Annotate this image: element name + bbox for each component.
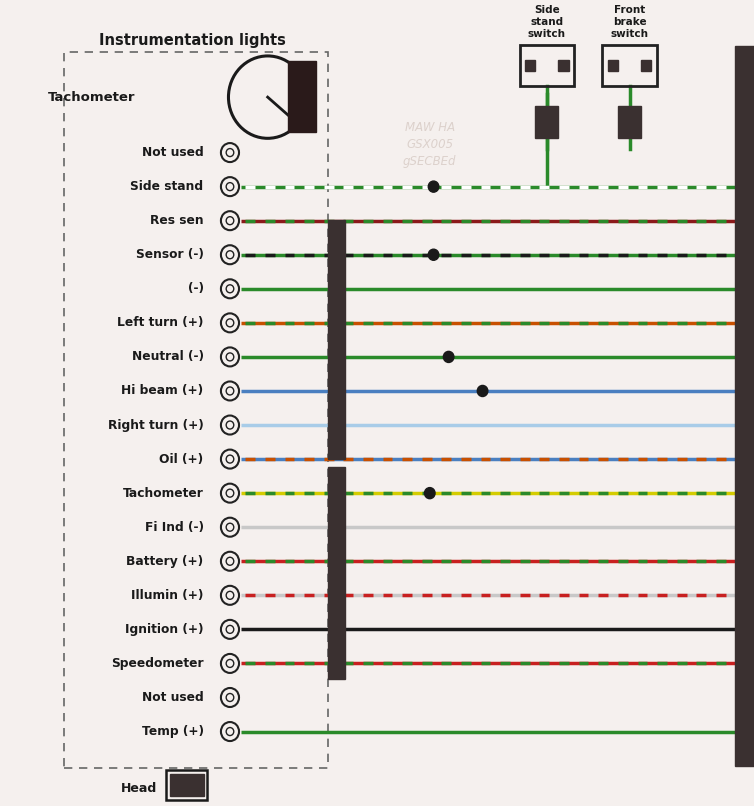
Text: Oil (+): Oil (+)	[159, 453, 204, 466]
Text: Left turn (+): Left turn (+)	[117, 317, 204, 330]
Text: MAW HA
GSX005
gSECBEd: MAW HA GSX005 gSECBEd	[403, 121, 456, 168]
Bar	[641, 60, 651, 71]
Bar	[618, 106, 641, 138]
Text: Not used: Not used	[142, 691, 204, 704]
Text: Speedometer: Speedometer	[111, 657, 204, 670]
Text: Side
stand
switch: Side stand switch	[528, 6, 566, 39]
Bar	[535, 106, 558, 138]
Circle shape	[477, 385, 488, 397]
Text: (-): (-)	[188, 282, 204, 295]
Text: Illumin (+): Illumin (+)	[131, 589, 204, 602]
Text: Res sen: Res sen	[150, 214, 204, 227]
Bar	[288, 61, 316, 132]
Bar	[328, 467, 345, 679]
Text: Hi beam (+): Hi beam (+)	[121, 384, 204, 397]
Bar	[558, 60, 569, 71]
Circle shape	[425, 488, 435, 499]
Bar	[525, 60, 535, 71]
Bar	[166, 770, 207, 800]
Text: Right turn (+): Right turn (+)	[108, 418, 204, 431]
Text: Temp (+): Temp (+)	[142, 725, 204, 738]
Circle shape	[428, 181, 439, 192]
Text: Tachometer: Tachometer	[48, 90, 136, 104]
Text: Front
brake
switch: Front brake switch	[611, 6, 648, 39]
Text: Side stand: Side stand	[130, 180, 204, 193]
Bar	[170, 774, 204, 796]
Bar	[608, 60, 618, 71]
Bar	[328, 220, 345, 459]
Text: Not used: Not used	[142, 146, 204, 159]
Text: Battery (+): Battery (+)	[127, 555, 204, 567]
Text: Sensor (-): Sensor (-)	[136, 248, 204, 261]
Circle shape	[428, 249, 439, 260]
Circle shape	[443, 351, 454, 363]
Text: Ignition (+): Ignition (+)	[125, 623, 204, 636]
Text: Tachometer: Tachometer	[123, 487, 204, 500]
Text: Neutral (-): Neutral (-)	[132, 351, 204, 364]
Bar	[735, 46, 754, 767]
Text: Fi Ind (-): Fi Ind (-)	[145, 521, 204, 534]
Text: Head: Head	[121, 782, 158, 795]
Text: Instrumentation lights: Instrumentation lights	[99, 33, 286, 48]
